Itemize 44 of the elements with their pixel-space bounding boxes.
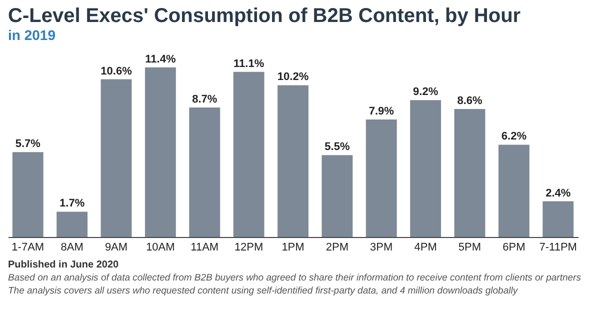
data-label: 11.4% [145,53,176,66]
bar [498,144,530,237]
data-label: 7.9% [368,105,394,118]
x-tick-label: 5PM [458,242,482,254]
bar [410,100,442,237]
data-label: 10.6% [100,65,132,78]
chart-title: C-Level Execs' Consumption of B2B Content, by Hour [8,5,521,27]
data-label: 1.7% [60,198,85,210]
data-label: 8.7% [192,94,218,106]
data-label: 5.7% [15,138,41,150]
data-label: 2.4% [546,187,571,200]
bar [144,67,176,237]
text: Based on an analysis of data collected from B2B buyers who agreed to share their information to receive content from clients or partners [8,272,582,284]
data-label: 5.5% [324,141,350,154]
x-tick-label: 9AM [104,242,128,254]
bar [233,72,264,237]
bar [366,119,397,237]
text: The analysis covers all users who requested content using self-identified first-party data, and 4 million downloads globally [8,286,519,296]
bar [100,79,132,237]
bar [278,85,308,237]
x-tick-label: 12PM [234,242,264,254]
x-tick-label: 11AM [190,242,219,254]
x-tick-label: 7-11PM [539,242,577,254]
bar [454,109,486,237]
data-label: 10.2% [277,71,309,84]
data-label: 8.6% [457,95,482,108]
data-label: 11.1% [234,58,264,70]
x-tick-label: 1-7AM [12,242,44,254]
x-tick-label: 6PM [502,242,526,254]
x-tick-label: 1PM [282,242,304,254]
data-label: 9.2% [413,86,438,98]
text: Published in June 2020 [8,260,120,270]
bar [322,155,353,237]
x-tick-label: 8AM [60,242,84,254]
x-tick-label: 2PM [326,242,348,254]
bar [56,212,88,237]
bar [542,201,574,237]
x-tick-label: 3PM [370,242,393,254]
data-label: 6.2% [501,130,527,143]
bar [189,108,220,237]
chart-subtitle: in 2019 [8,27,56,43]
x-tick-label: 4PM [414,242,437,254]
x-tick-label: 10AM [146,242,175,254]
bar [12,152,44,237]
